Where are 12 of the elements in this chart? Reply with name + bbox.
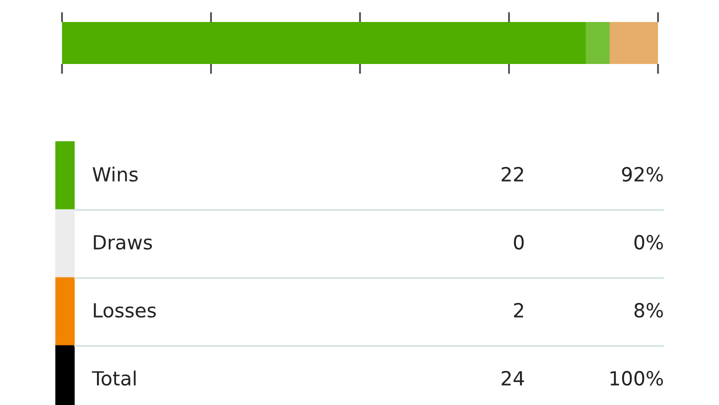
text: 24 [502,370,524,386]
text: 100% [610,370,663,386]
text: Total [92,370,136,386]
text: 0 [514,234,524,250]
text: Losses [94,303,156,318]
text: 0% [634,234,663,250]
text: 22 [502,166,524,182]
text: Draws [94,235,152,250]
text: Wins [92,166,138,182]
text: 8% [634,302,663,318]
text: 92% [622,166,663,182]
text: 2 [514,302,524,318]
